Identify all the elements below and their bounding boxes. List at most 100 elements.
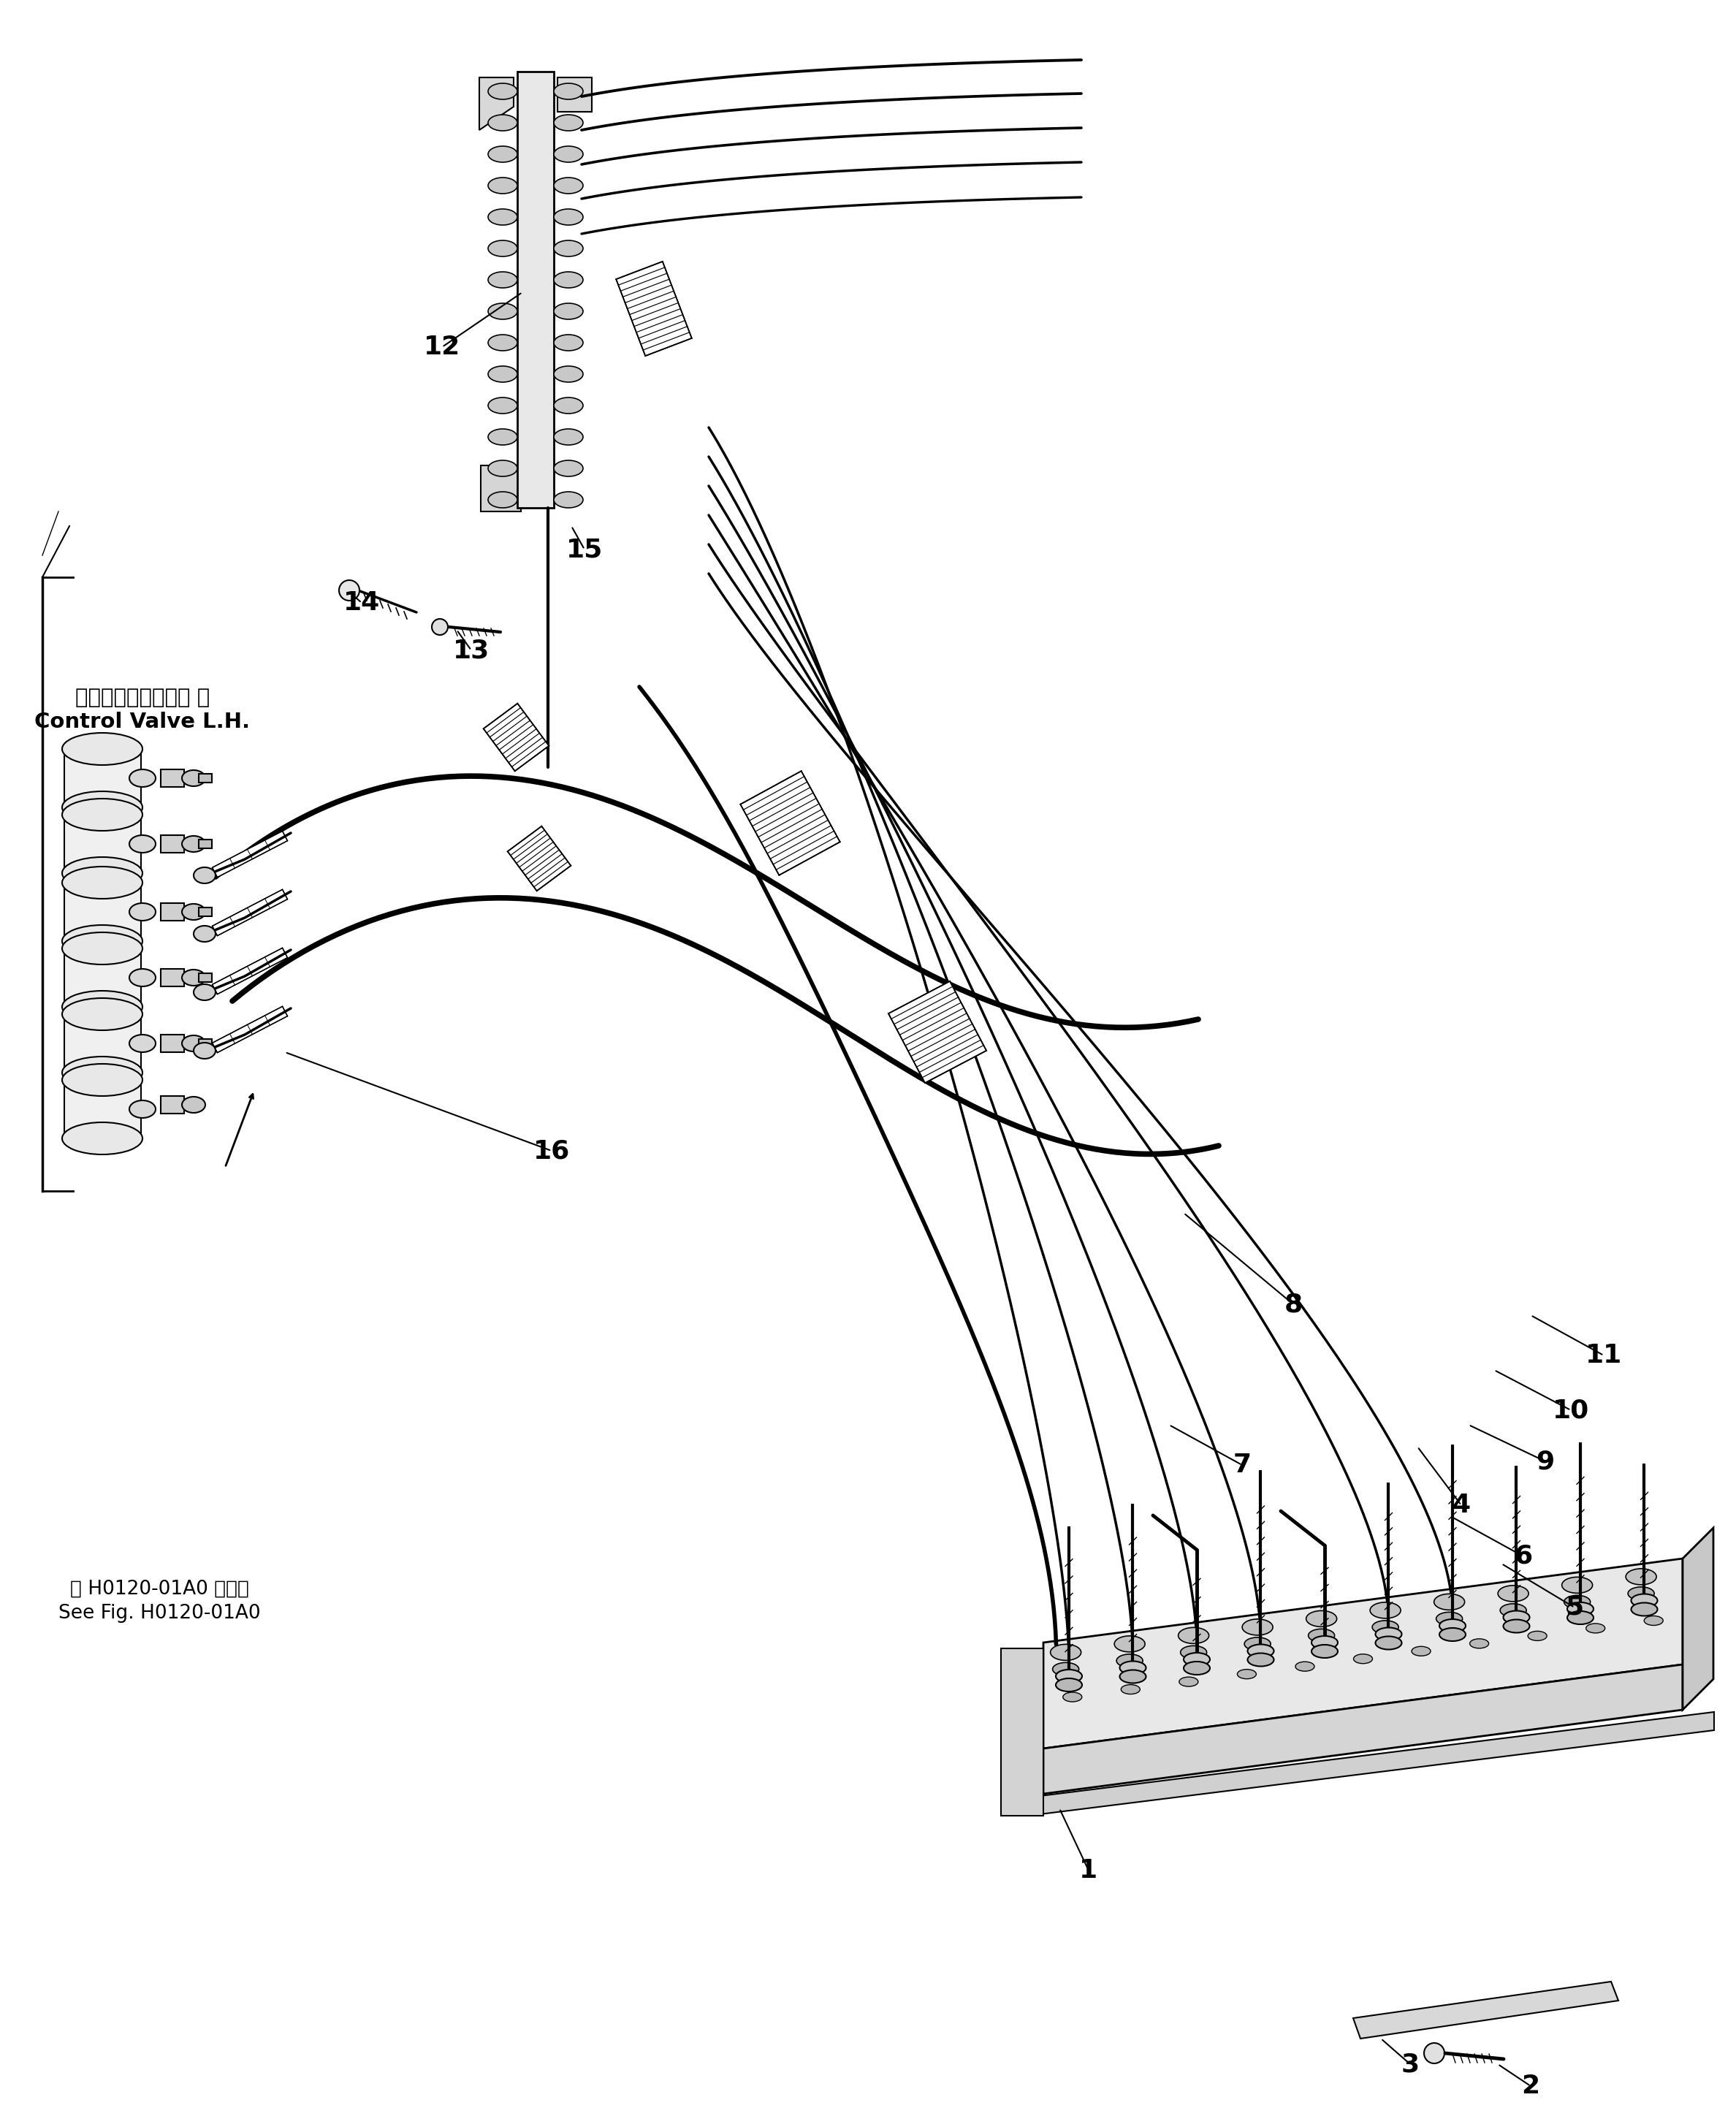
Ellipse shape <box>554 240 583 257</box>
Ellipse shape <box>488 491 517 508</box>
Text: 8: 8 <box>1285 1292 1302 1318</box>
Ellipse shape <box>1052 1663 1078 1676</box>
Bar <box>64 1079 141 1138</box>
Ellipse shape <box>1248 1653 1274 1665</box>
Ellipse shape <box>1562 1577 1592 1594</box>
Ellipse shape <box>554 145 583 162</box>
Polygon shape <box>1352 1982 1618 2038</box>
Text: 第 H0120-01A0 図参照: 第 H0120-01A0 図参照 <box>69 1579 248 1598</box>
Bar <box>64 748 141 807</box>
Ellipse shape <box>1503 1619 1529 1634</box>
Ellipse shape <box>488 209 517 226</box>
Ellipse shape <box>1238 1670 1257 1678</box>
Ellipse shape <box>182 1096 205 1113</box>
Ellipse shape <box>1295 1661 1314 1672</box>
Ellipse shape <box>1564 1596 1590 1608</box>
Bar <box>198 774 212 782</box>
Ellipse shape <box>488 145 517 162</box>
Ellipse shape <box>128 902 156 921</box>
Ellipse shape <box>432 620 448 635</box>
Ellipse shape <box>1434 1594 1465 1611</box>
Ellipse shape <box>1179 1678 1198 1686</box>
Bar <box>161 1035 184 1052</box>
Bar <box>161 902 184 921</box>
Ellipse shape <box>1184 1653 1210 1665</box>
Ellipse shape <box>182 970 205 987</box>
Ellipse shape <box>1503 1611 1529 1623</box>
Ellipse shape <box>1354 1655 1373 1663</box>
Text: 2: 2 <box>1521 2074 1540 2097</box>
Ellipse shape <box>1055 1678 1082 1691</box>
Ellipse shape <box>1628 1587 1654 1600</box>
Ellipse shape <box>62 1065 142 1096</box>
Bar <box>161 769 184 786</box>
Ellipse shape <box>128 1100 156 1117</box>
Ellipse shape <box>1587 1623 1606 1634</box>
Bar <box>64 949 141 1008</box>
Text: コントロールバルブ 左: コントロールバルブ 左 <box>75 687 210 708</box>
Text: See Fig. H0120-01A0: See Fig. H0120-01A0 <box>59 1604 260 1623</box>
Text: 13: 13 <box>453 639 490 662</box>
Ellipse shape <box>182 1035 205 1052</box>
Bar <box>161 1096 184 1113</box>
Ellipse shape <box>1436 1613 1462 1625</box>
Bar <box>198 909 212 917</box>
Ellipse shape <box>554 114 583 131</box>
Ellipse shape <box>554 491 583 508</box>
Ellipse shape <box>1180 1646 1207 1659</box>
Ellipse shape <box>554 398 583 413</box>
Bar <box>64 883 141 940</box>
Polygon shape <box>212 890 288 936</box>
Ellipse shape <box>1305 1611 1337 1627</box>
Ellipse shape <box>1424 2043 1444 2064</box>
Ellipse shape <box>1184 1661 1210 1674</box>
Ellipse shape <box>62 991 142 1022</box>
Ellipse shape <box>1632 1594 1658 1606</box>
Ellipse shape <box>554 428 583 445</box>
Ellipse shape <box>62 925 142 957</box>
Ellipse shape <box>1439 1619 1465 1632</box>
Ellipse shape <box>1568 1602 1594 1615</box>
Text: 3: 3 <box>1401 2051 1420 2076</box>
Ellipse shape <box>1375 1636 1401 1648</box>
Polygon shape <box>1040 1712 1713 1815</box>
Ellipse shape <box>1632 1602 1658 1617</box>
Polygon shape <box>616 261 691 356</box>
Polygon shape <box>889 980 986 1084</box>
Ellipse shape <box>488 114 517 131</box>
Bar <box>517 72 554 508</box>
Ellipse shape <box>554 209 583 226</box>
Text: Control Valve L.H.: Control Valve L.H. <box>35 713 250 731</box>
Ellipse shape <box>1309 1629 1335 1642</box>
Text: 10: 10 <box>1552 1398 1588 1423</box>
Ellipse shape <box>62 997 142 1031</box>
Ellipse shape <box>1248 1644 1274 1657</box>
Bar <box>64 1014 141 1073</box>
Text: 15: 15 <box>566 538 602 563</box>
Ellipse shape <box>1370 1602 1401 1619</box>
Bar <box>198 974 212 982</box>
Bar <box>161 835 184 854</box>
Polygon shape <box>479 78 514 131</box>
Text: 12: 12 <box>424 335 460 360</box>
Text: 9: 9 <box>1536 1448 1554 1473</box>
Ellipse shape <box>1311 1636 1338 1648</box>
Ellipse shape <box>128 835 156 854</box>
Polygon shape <box>1043 1665 1682 1794</box>
Ellipse shape <box>128 769 156 786</box>
Ellipse shape <box>1311 1644 1338 1657</box>
Text: 16: 16 <box>533 1138 569 1164</box>
Ellipse shape <box>182 769 205 786</box>
Ellipse shape <box>554 460 583 476</box>
Ellipse shape <box>128 970 156 987</box>
Polygon shape <box>1043 1558 1682 1748</box>
Ellipse shape <box>554 335 583 350</box>
Text: 14: 14 <box>344 590 380 616</box>
Ellipse shape <box>488 304 517 318</box>
Ellipse shape <box>1568 1611 1594 1625</box>
Bar <box>198 1039 212 1048</box>
Ellipse shape <box>488 335 517 350</box>
Ellipse shape <box>488 177 517 194</box>
Polygon shape <box>212 1006 288 1052</box>
Ellipse shape <box>488 272 517 289</box>
